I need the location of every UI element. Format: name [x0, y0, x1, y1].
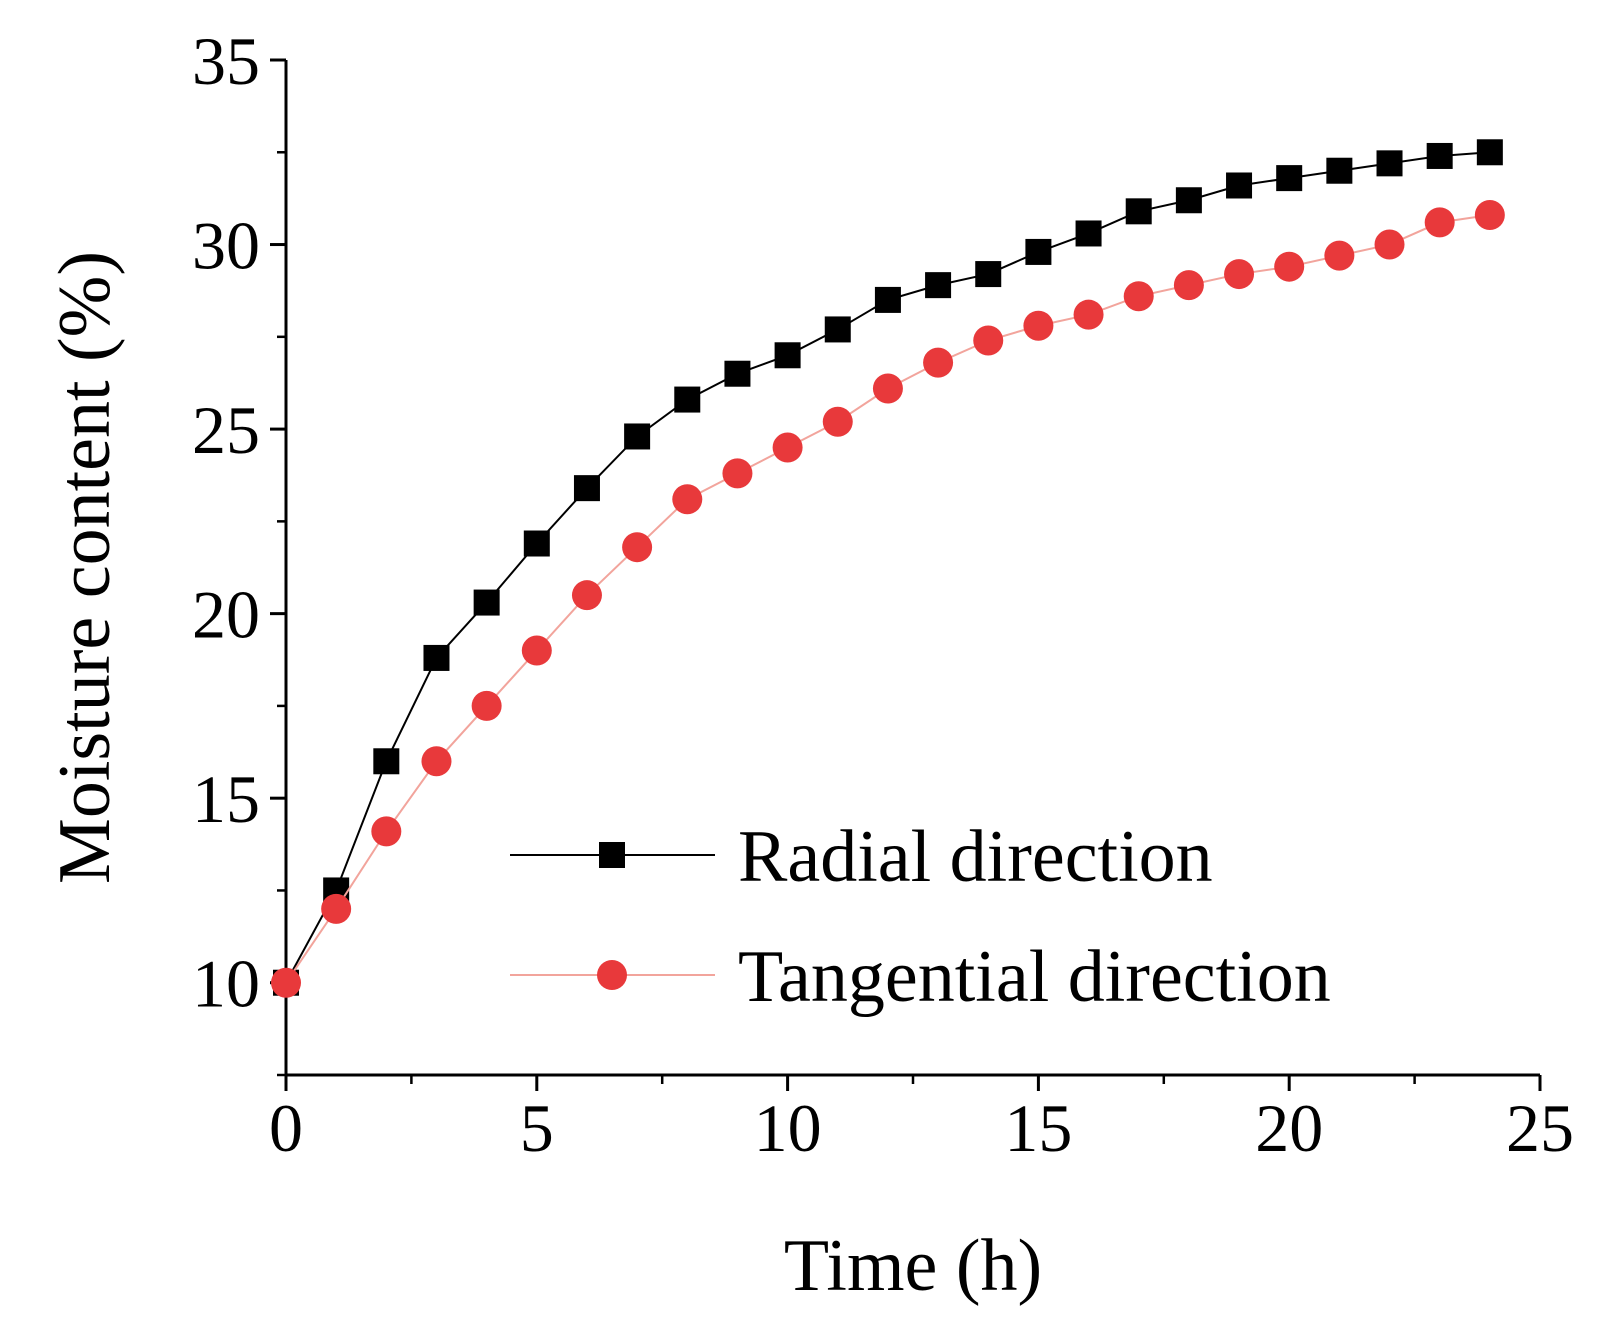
data-point-circle [1474, 200, 1505, 231]
x-tick-label: 10 [754, 1090, 822, 1166]
data-point-square [925, 272, 952, 299]
x-tick-label: 5 [520, 1090, 554, 1166]
y-tick-label: 25 [192, 392, 260, 468]
y-tick-label: 30 [192, 208, 260, 284]
legend-entry: Tangential direction [510, 936, 1331, 1018]
legend: Radial direction Tangential direction [510, 816, 1331, 1018]
series-group [271, 139, 1505, 998]
data-point-circle [1023, 310, 1054, 341]
legend-marker-square [599, 842, 625, 868]
y-tick-label: 20 [192, 577, 260, 653]
data-point-square [824, 316, 851, 343]
data-point-square [1376, 150, 1403, 177]
data-point-circle [1374, 229, 1405, 260]
data-point-circle [1224, 259, 1255, 290]
data-point-circle [672, 484, 703, 515]
data-point-circle [1324, 240, 1355, 271]
y-axis-title: Moisture content (%) [44, 251, 126, 884]
data-point-circle [822, 406, 853, 437]
data-point-square [423, 644, 450, 671]
y-tick-label: 35 [192, 23, 260, 99]
x-tick-label: 20 [1255, 1090, 1323, 1166]
data-point-circle [371, 816, 402, 847]
data-point-circle [421, 746, 452, 777]
data-point-square [774, 342, 801, 369]
x-tick-label: 15 [1004, 1090, 1072, 1166]
data-point-square [1125, 198, 1152, 225]
series-radial [273, 139, 1503, 996]
legend-label: Radial direction [738, 816, 1213, 898]
legend-entry: Radial direction [510, 816, 1213, 898]
data-point-square [724, 360, 751, 387]
series-tangential [271, 200, 1505, 998]
data-point-square [674, 386, 701, 413]
data-point-square [1276, 165, 1303, 192]
data-point-square [1326, 157, 1353, 184]
data-point-square [373, 748, 400, 775]
x-tick-label: 0 [269, 1090, 303, 1166]
data-point-circle [923, 347, 954, 378]
data-point-square [1025, 238, 1052, 265]
data-point-square [573, 475, 600, 502]
data-point-square [1075, 220, 1102, 247]
data-point-circle [622, 532, 653, 563]
data-point-square [1476, 139, 1503, 166]
data-point-square [1175, 187, 1202, 214]
y-tick-label: 15 [192, 761, 260, 837]
legend-marker-circle [597, 960, 627, 990]
data-point-square [1426, 142, 1453, 169]
data-point-square [975, 261, 1002, 288]
data-point-circle [872, 373, 903, 404]
x-axis-title: Time (h) [784, 1225, 1042, 1307]
data-point-square [624, 423, 651, 450]
data-point-circle [1274, 251, 1305, 282]
data-point-square [473, 589, 500, 616]
data-point-circle [1424, 207, 1455, 238]
x-tick-label: 25 [1506, 1090, 1574, 1166]
data-point-circle [1123, 281, 1154, 312]
data-point-square [874, 286, 901, 313]
data-point-square [1226, 172, 1253, 199]
data-point-circle [521, 635, 552, 666]
data-point-circle [471, 690, 502, 721]
y-tick-label: 10 [192, 946, 260, 1022]
data-point-square [523, 530, 550, 557]
data-point-circle [271, 967, 301, 998]
data-point-circle [1173, 270, 1204, 301]
data-point-circle [973, 325, 1004, 356]
data-point-circle [772, 432, 803, 463]
legend-label: Tangential direction [738, 936, 1331, 1018]
data-point-circle [321, 893, 352, 924]
axes: 0 5 10 15 20 25 10 15 20 25 30 35 [192, 23, 1574, 1166]
data-point-circle [722, 458, 753, 489]
data-point-circle [571, 580, 602, 611]
data-point-circle [1073, 299, 1104, 330]
